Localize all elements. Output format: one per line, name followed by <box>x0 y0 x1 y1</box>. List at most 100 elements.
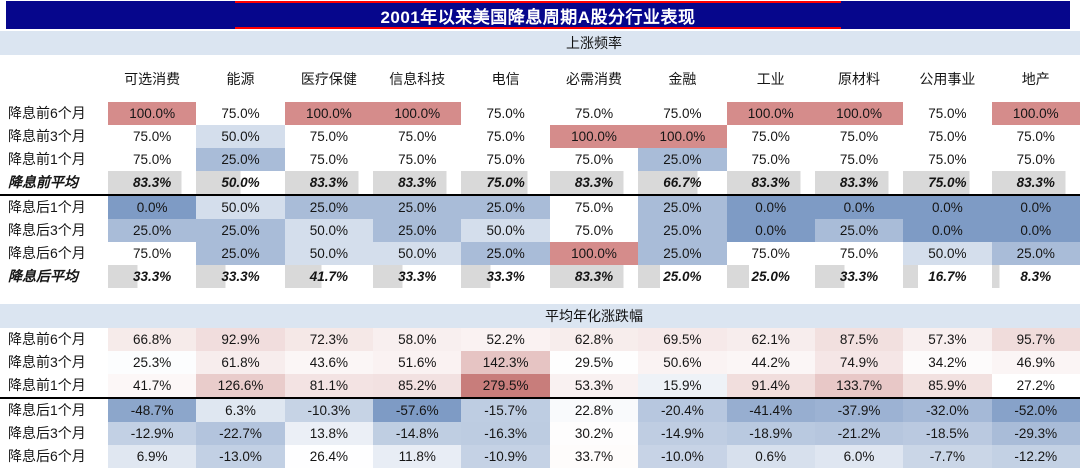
column-header: 医疗保健 <box>300 70 357 87</box>
row-label: 降息后平均 <box>8 268 78 284</box>
data-cell: -14.8% <box>373 422 462 445</box>
data-cell: -52.0% <box>991 399 1080 422</box>
data-cell: 100.0% <box>549 242 639 265</box>
data-cell: 87.5% <box>814 328 904 351</box>
data-cell: 16.7% <box>903 265 992 288</box>
data-cell: 75.0% <box>549 102 639 125</box>
data-cell: 57.3% <box>903 328 992 351</box>
data-cell: 25.3% <box>108 351 197 374</box>
data-cell: 0.0% <box>903 196 992 219</box>
data-cell: 100.0% <box>726 102 815 125</box>
data-cell: -7.7% <box>903 445 992 468</box>
data-cell: 75.0% <box>903 171 992 194</box>
column-header: 信息科技 <box>389 70 446 87</box>
data-cell: 75.0% <box>196 102 285 125</box>
data-cell: -13.0% <box>196 445 285 468</box>
data-cell: -41.4% <box>726 399 815 422</box>
data-cell: 0.0% <box>108 196 197 219</box>
data-cell: 25.0% <box>108 219 197 242</box>
data-cell: 83.3% <box>549 171 639 194</box>
data-cell: 85.9% <box>903 374 992 397</box>
data-cell: -32.0% <box>903 399 992 422</box>
table-row: 降息前3个月 75.0% 50.0% 75.0% 75.0% 75.0% 100.0% 100… <box>0 125 1080 148</box>
row-label: 降息后1个月 <box>8 402 86 418</box>
data-cell: 100.0% <box>108 102 197 125</box>
row-label: 降息后6个月 <box>8 245 86 261</box>
data-cell: 33.3% <box>814 265 904 288</box>
data-cell: 100.0% <box>814 102 904 125</box>
tables-container: 上涨频率 可选消费 能源 医疗保健 信息科技 电信 必需消费 金融 工业 原材料 公用事业 地产 降息前… <box>0 31 1080 468</box>
data-cell: 6.9% <box>108 445 197 468</box>
data-cell: 126.6% <box>196 374 285 397</box>
table-row: 降息后1个月 0.0% 50.0% 25.0% 25.0% 25.0% 75.0% 25.0%… <box>0 196 1080 219</box>
data-cell: 44.2% <box>726 351 815 374</box>
data-cell: 25.0% <box>638 219 727 242</box>
data-cell: 0.0% <box>903 219 992 242</box>
data-cell: 83.3% <box>814 171 904 194</box>
table-row: 降息前3个月 25.3% 61.8% 43.6% 51.6% 142.3% 29.5% 50.… <box>0 351 1080 374</box>
data-cell: 50.0% <box>461 219 550 242</box>
data-cell: -15.7% <box>461 399 550 422</box>
data-cell: 25.0% <box>196 148 285 171</box>
data-cell: 75.0% <box>108 148 197 171</box>
data-cell: 75.0% <box>991 148 1080 171</box>
data-cell: 6.3% <box>196 399 285 422</box>
data-cell: 75.0% <box>461 125 550 148</box>
data-cell: 25.0% <box>373 196 462 219</box>
data-cell: 142.3% <box>461 351 550 374</box>
data-cell: 75.0% <box>814 148 904 171</box>
data-cell: 11.8% <box>373 445 462 468</box>
row-label: 降息前1个月 <box>8 151 86 167</box>
data-cell: -18.9% <box>726 422 815 445</box>
avg-annualized-change-section-band: 平均年化涨跌幅 <box>0 304 1080 328</box>
title-bar: 2001年以来美国降息周期A股分行业表现 <box>6 1 1070 29</box>
table-row: 降息前6个月 66.8% 92.9% 72.3% 58.0% 52.2% 62.8% 69.5… <box>0 328 1080 351</box>
data-cell: 58.0% <box>373 328 462 351</box>
data-cell: -14.9% <box>638 422 727 445</box>
table-row: 降息后6个月 6.9% -13.0% 26.4% 11.8% -10.9% 33.7% -10… <box>0 445 1080 468</box>
data-cell: -12.2% <box>991 445 1080 468</box>
table-row: 降息前1个月 75.0% 25.0% 75.0% 75.0% 75.0% 75.0% 25.0… <box>0 148 1080 171</box>
column-header-row: 可选消费 能源 医疗保健 信息科技 电信 必需消费 金融 工业 原材料 公用事业 地产 <box>0 55 1080 102</box>
data-cell: 52.2% <box>461 328 550 351</box>
data-cell: 83.3% <box>991 171 1080 194</box>
data-cell: 83.3% <box>373 171 462 194</box>
data-cell: -16.3% <box>461 422 550 445</box>
data-cell: 75.0% <box>726 125 815 148</box>
column-header: 工业 <box>756 70 785 87</box>
column-header: 地产 <box>1021 70 1050 87</box>
data-cell: 75.0% <box>284 125 374 148</box>
section-title: 平均年化涨跌幅 <box>545 308 643 324</box>
row-label: 降息后1个月 <box>8 199 86 215</box>
column-header: 原材料 <box>838 70 881 87</box>
data-cell: -57.6% <box>373 399 462 422</box>
table-row: 降息后6个月 75.0% 25.0% 50.0% 50.0% 25.0% 100.0% 25.… <box>0 242 1080 265</box>
section-title: 上涨频率 <box>566 35 622 51</box>
rise-frequency-section-band: 上涨频率 <box>0 31 1080 55</box>
column-header: 可选消费 <box>124 70 181 87</box>
data-cell: 43.6% <box>284 351 374 374</box>
row-label: 降息前6个月 <box>8 105 86 121</box>
data-cell: 50.0% <box>284 219 374 242</box>
row-label: 降息后6个月 <box>8 448 86 464</box>
data-cell: 75.0% <box>814 242 904 265</box>
data-cell: 92.9% <box>196 328 285 351</box>
data-cell: 25.0% <box>461 242 550 265</box>
data-cell: 85.2% <box>373 374 462 397</box>
data-cell: 83.3% <box>108 171 197 194</box>
data-cell: 75.0% <box>903 102 992 125</box>
data-cell: 83.3% <box>549 265 639 288</box>
data-cell: 6.0% <box>814 445 904 468</box>
data-cell: 22.8% <box>549 399 639 422</box>
data-cell: 46.9% <box>991 351 1080 374</box>
data-cell: 75.0% <box>284 148 374 171</box>
data-cell: 25.0% <box>373 219 462 242</box>
data-cell: 25.0% <box>196 219 285 242</box>
data-cell: 75.0% <box>461 171 550 194</box>
data-cell: 41.7% <box>284 265 374 288</box>
data-cell: 75.0% <box>726 148 815 171</box>
data-cell: 15.9% <box>638 374 727 397</box>
column-header: 电信 <box>491 70 520 87</box>
data-cell: 62.1% <box>726 328 815 351</box>
data-cell: 27.2% <box>991 374 1080 397</box>
